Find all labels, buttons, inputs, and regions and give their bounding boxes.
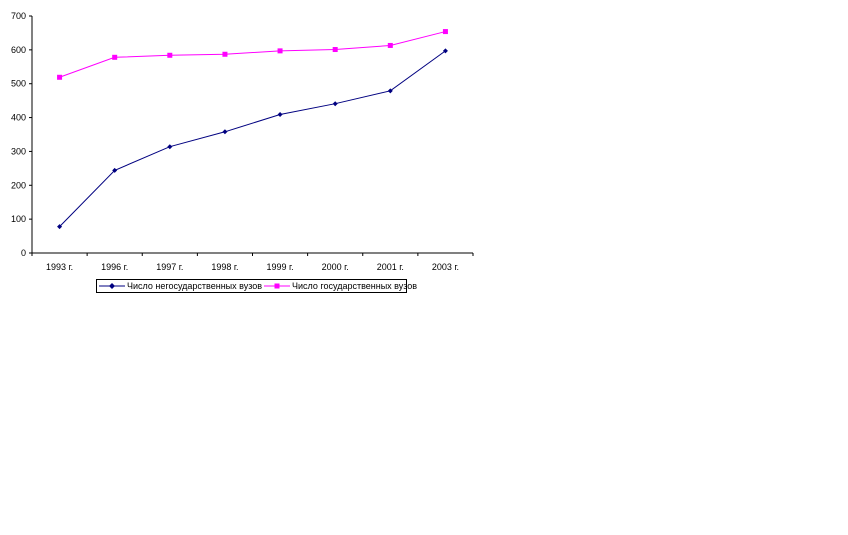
x-tick-labels: 1993 г. 1996 г. 1997 г. 1998 г. 1999 г. 2000 …: [46, 262, 459, 272]
y-tick-labels: 0 100 200 300 400 500 600 700: [11, 11, 26, 258]
data-point-series-1: [112, 167, 118, 173]
data-point-series-1: [442, 48, 448, 54]
data-point-series-2: [112, 54, 118, 60]
data-point-series-1: [57, 224, 63, 230]
y-tick-label: 600: [11, 45, 26, 55]
x-tick-label: 2000 г.: [322, 262, 349, 272]
x-tick-label: 2003 г.: [432, 262, 459, 272]
x-tick-label: 1998 г.: [211, 262, 238, 272]
legend-swatch-diamond-icon: [99, 283, 125, 289]
data-point-series-2: [332, 47, 338, 53]
chart-legend: Число негосударственных вузов Число госу…: [96, 279, 417, 293]
y-tick-label: 700: [11, 11, 26, 21]
x-tick-label: 1996 г.: [101, 262, 128, 272]
series-line-2: [59, 31, 446, 78]
data-point-series-2: [222, 51, 228, 57]
y-tick-label: 0: [21, 248, 26, 258]
x-tick-label: 1993 г.: [46, 262, 73, 272]
data-point-series-2: [57, 74, 63, 80]
x-tick-label: 2001 г.: [377, 262, 404, 272]
y-tick-label: 400: [11, 113, 26, 123]
legend-label-non-state: Число негосударственных вузов: [127, 281, 263, 291]
legend-swatch-square-icon: [264, 283, 291, 289]
legend-item-non-state: Число негосударственных вузов: [97, 281, 262, 291]
chart-axes: [29, 15, 474, 256]
y-tick-label: 500: [11, 79, 26, 89]
legend-label-state: Число государственных вузов: [292, 281, 418, 291]
y-tick-label: 100: [11, 214, 26, 224]
data-point-series-1: [167, 144, 173, 150]
data-point-series-1: [277, 112, 283, 118]
data-point-series-1: [387, 88, 393, 94]
series-line-1: [59, 50, 446, 227]
x-tick-label: 1999 г.: [266, 262, 293, 272]
data-point-series-2: [387, 42, 393, 48]
chart-series: [57, 29, 448, 230]
y-tick-label: 300: [11, 146, 26, 156]
data-point-series-1: [332, 101, 338, 107]
data-point-series-2: [167, 52, 173, 58]
x-tick-label: 1997 г.: [156, 262, 183, 272]
data-point-series-1: [222, 129, 228, 135]
data-point-series-2: [277, 48, 283, 54]
y-tick-label: 200: [11, 180, 26, 190]
legend-item-state: Число государственных вузов: [262, 281, 417, 291]
data-point-series-2: [442, 29, 448, 35]
